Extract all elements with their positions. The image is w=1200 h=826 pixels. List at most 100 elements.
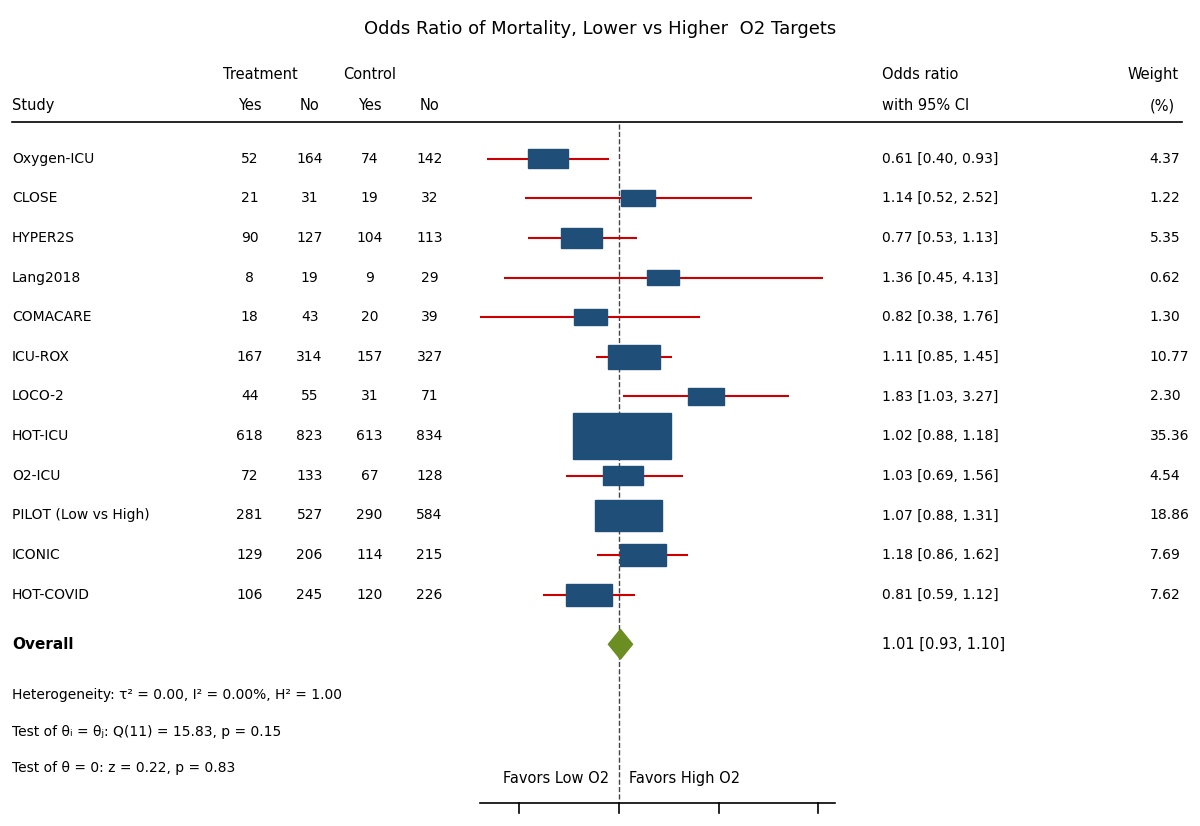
Polygon shape xyxy=(608,629,632,659)
Text: 39: 39 xyxy=(421,311,438,324)
Text: 72: 72 xyxy=(241,469,258,482)
Text: 1.14 [0.52, 2.52]: 1.14 [0.52, 2.52] xyxy=(882,192,998,205)
Text: 67: 67 xyxy=(361,469,378,482)
Text: (%): (%) xyxy=(1150,98,1175,113)
Text: 215: 215 xyxy=(416,548,443,562)
Text: 20: 20 xyxy=(361,311,378,324)
Text: 1.01 [0.93, 1.10]: 1.01 [0.93, 1.10] xyxy=(882,637,1006,652)
Text: 106: 106 xyxy=(236,588,263,601)
Text: 0.81 [0.59, 1.12]: 0.81 [0.59, 1.12] xyxy=(882,588,998,601)
Text: 618: 618 xyxy=(236,430,263,443)
Text: 55: 55 xyxy=(301,390,318,403)
Text: Study: Study xyxy=(12,98,54,113)
Text: 164: 164 xyxy=(296,152,323,165)
Text: 206: 206 xyxy=(296,548,323,562)
Text: 35.36: 35.36 xyxy=(1150,430,1189,443)
FancyBboxPatch shape xyxy=(528,150,568,168)
Text: 71: 71 xyxy=(421,390,438,403)
Text: 1.02 [0.88, 1.18]: 1.02 [0.88, 1.18] xyxy=(882,430,998,443)
FancyBboxPatch shape xyxy=(566,584,612,605)
FancyBboxPatch shape xyxy=(604,467,643,485)
Text: 167: 167 xyxy=(236,350,263,363)
Text: 613: 613 xyxy=(356,430,383,443)
Text: 314: 314 xyxy=(296,350,323,363)
Text: 133: 133 xyxy=(296,469,323,482)
Text: Test of θᵢ = θⱼ: Q(11) = 15.83, p = 0.15: Test of θᵢ = θⱼ: Q(11) = 15.83, p = 0.15 xyxy=(12,725,281,738)
Text: No: No xyxy=(300,98,319,113)
Text: 245: 245 xyxy=(296,588,323,601)
Text: 120: 120 xyxy=(356,588,383,601)
Text: 2.30: 2.30 xyxy=(1150,390,1181,403)
Text: Odds ratio: Odds ratio xyxy=(882,67,959,82)
Text: Yes: Yes xyxy=(238,98,262,113)
Text: 1.03 [0.69, 1.56]: 1.03 [0.69, 1.56] xyxy=(882,469,998,482)
Text: 834: 834 xyxy=(416,430,443,443)
Text: Favors Low O2: Favors Low O2 xyxy=(503,771,610,786)
Text: 10.77: 10.77 xyxy=(1150,350,1189,363)
FancyBboxPatch shape xyxy=(560,228,602,248)
Text: 527: 527 xyxy=(296,509,323,522)
Text: 1.22: 1.22 xyxy=(1150,192,1181,205)
Text: 129: 129 xyxy=(236,548,263,562)
Text: 9: 9 xyxy=(365,271,374,284)
Text: 327: 327 xyxy=(416,350,443,363)
Text: Favors High O2: Favors High O2 xyxy=(629,771,739,786)
Text: 90: 90 xyxy=(241,231,258,244)
Text: 823: 823 xyxy=(296,430,323,443)
Text: 21: 21 xyxy=(241,192,258,205)
Text: 1.07 [0.88, 1.31]: 1.07 [0.88, 1.31] xyxy=(882,509,998,522)
Text: 127: 127 xyxy=(296,231,323,244)
FancyBboxPatch shape xyxy=(647,270,679,285)
Text: LOCO-2: LOCO-2 xyxy=(12,390,65,403)
Text: 32: 32 xyxy=(421,192,438,205)
Text: PILOT (Low vs High): PILOT (Low vs High) xyxy=(12,509,150,522)
Text: COMACARE: COMACARE xyxy=(12,311,91,324)
Text: 29: 29 xyxy=(421,271,438,284)
FancyBboxPatch shape xyxy=(608,344,660,369)
FancyBboxPatch shape xyxy=(620,544,666,566)
Text: 7.62: 7.62 xyxy=(1150,588,1181,601)
Text: 31: 31 xyxy=(361,390,378,403)
Text: 8: 8 xyxy=(245,271,254,284)
Text: No: No xyxy=(420,98,439,113)
Text: 44: 44 xyxy=(241,390,258,403)
Text: ICU-ROX: ICU-ROX xyxy=(12,350,70,363)
FancyBboxPatch shape xyxy=(574,309,607,325)
Text: Heterogeneity: τ² = 0.00, I² = 0.00%, H² = 1.00: Heterogeneity: τ² = 0.00, I² = 0.00%, H²… xyxy=(12,689,342,702)
Text: 18.86: 18.86 xyxy=(1150,509,1189,522)
Text: 114: 114 xyxy=(356,548,383,562)
Text: 0.61 [0.40, 0.93]: 0.61 [0.40, 0.93] xyxy=(882,152,998,165)
Text: 74: 74 xyxy=(361,152,378,165)
Text: HOT-ICU: HOT-ICU xyxy=(12,430,70,443)
Text: Odds Ratio of Mortality, Lower vs Higher  O2 Targets: Odds Ratio of Mortality, Lower vs Higher… xyxy=(364,20,836,38)
Text: Treatment: Treatment xyxy=(223,67,298,82)
Text: 1.18 [0.86, 1.62]: 1.18 [0.86, 1.62] xyxy=(882,548,998,562)
Text: 43: 43 xyxy=(301,311,318,324)
Text: 0.82 [0.38, 1.76]: 0.82 [0.38, 1.76] xyxy=(882,311,998,324)
Text: 31: 31 xyxy=(301,192,318,205)
Text: 281: 281 xyxy=(236,509,263,522)
Text: 584: 584 xyxy=(416,509,443,522)
Text: ICONIC: ICONIC xyxy=(12,548,61,562)
Text: Overall: Overall xyxy=(12,637,73,652)
Text: 226: 226 xyxy=(416,588,443,601)
Text: 52: 52 xyxy=(241,152,258,165)
Text: 5.35: 5.35 xyxy=(1150,231,1181,244)
Text: 113: 113 xyxy=(416,231,443,244)
Text: O2-ICU: O2-ICU xyxy=(12,469,60,482)
Text: 0.62: 0.62 xyxy=(1150,271,1181,284)
Text: 104: 104 xyxy=(356,231,383,244)
Text: Yes: Yes xyxy=(358,98,382,113)
Text: 142: 142 xyxy=(416,152,443,165)
Text: Weight: Weight xyxy=(1128,67,1180,82)
Text: 1.30: 1.30 xyxy=(1150,311,1181,324)
FancyBboxPatch shape xyxy=(595,500,662,531)
Text: 290: 290 xyxy=(356,509,383,522)
Text: Test of θ = 0: z = 0.22, p = 0.83: Test of θ = 0: z = 0.22, p = 0.83 xyxy=(12,762,235,775)
Text: 1.83 [1.03, 3.27]: 1.83 [1.03, 3.27] xyxy=(882,390,998,403)
Text: HYPER2S: HYPER2S xyxy=(12,231,74,244)
Text: 4.37: 4.37 xyxy=(1150,152,1181,165)
Text: Oxygen-ICU: Oxygen-ICU xyxy=(12,152,95,165)
Text: 7.69: 7.69 xyxy=(1150,548,1181,562)
Text: HOT-COVID: HOT-COVID xyxy=(12,588,90,601)
